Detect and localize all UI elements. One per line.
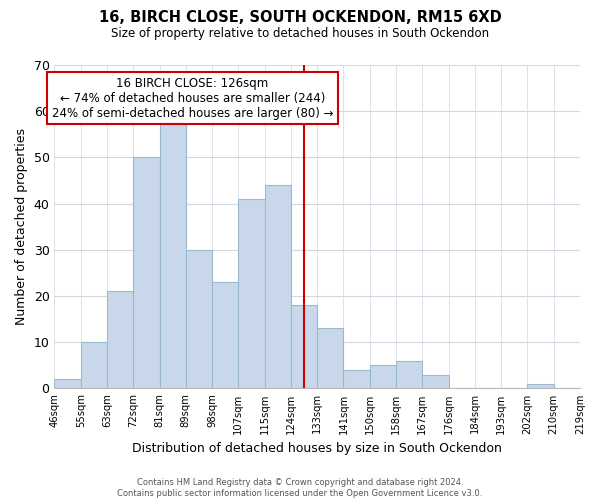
Bar xyxy=(160,120,186,388)
Bar xyxy=(133,158,160,388)
Bar xyxy=(186,250,212,388)
Text: Size of property relative to detached houses in South Ockendon: Size of property relative to detached ho… xyxy=(111,28,489,40)
Text: Contains HM Land Registry data © Crown copyright and database right 2024.
Contai: Contains HM Land Registry data © Crown c… xyxy=(118,478,482,498)
Bar xyxy=(212,282,238,389)
Bar xyxy=(343,370,370,388)
Bar xyxy=(370,366,396,388)
Bar xyxy=(80,342,107,388)
Bar xyxy=(317,328,343,388)
Bar xyxy=(238,199,265,388)
Bar xyxy=(422,374,449,388)
Bar xyxy=(396,360,422,388)
Bar xyxy=(527,384,554,388)
Bar xyxy=(55,379,80,388)
X-axis label: Distribution of detached houses by size in South Ockendon: Distribution of detached houses by size … xyxy=(132,442,502,455)
Bar xyxy=(291,306,317,388)
Bar xyxy=(265,185,291,388)
Bar xyxy=(107,292,133,388)
Text: 16, BIRCH CLOSE, SOUTH OCKENDON, RM15 6XD: 16, BIRCH CLOSE, SOUTH OCKENDON, RM15 6X… xyxy=(98,10,502,25)
Text: 16 BIRCH CLOSE: 126sqm
← 74% of detached houses are smaller (244)
24% of semi-de: 16 BIRCH CLOSE: 126sqm ← 74% of detached… xyxy=(52,76,333,120)
Y-axis label: Number of detached properties: Number of detached properties xyxy=(15,128,28,325)
